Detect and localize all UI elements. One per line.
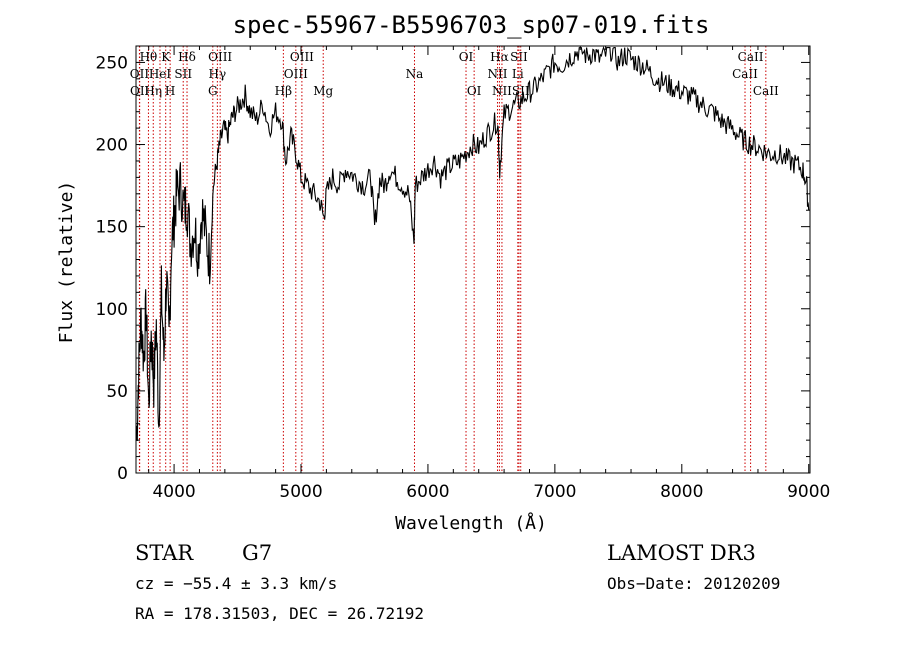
line-mark-label-4: HeI [149,67,172,81]
line-marks: OIIOIIHθHηHeIKSIIHHδGHγOIIIHβOIIIOIIIMgN… [130,46,779,473]
spectrum-line [136,46,810,442]
line-mark-label-12: Hβ [275,84,292,98]
line-mark-label-15: Mg [313,84,333,98]
y-tick-label-1: 50 [106,382,128,402]
x-axis-label: Wavelength (Å) [395,512,547,534]
x-tick-label-2: 6000 [406,482,449,502]
x-tick-label-5: 9000 [787,482,830,502]
axis-ticks: 4000 5000 6000 7000 8000 9000 0 50 100 150 200 250 [96,46,830,502]
line-mark-label-11: OIII [208,50,232,64]
y-tick-label-0: 0 [117,464,128,484]
x-tick-label-3: 7000 [533,482,576,502]
line-mark-label-3: Hη [144,84,162,98]
line-mark-label-17: OI [459,50,474,64]
y-axis-label: Flux (relative) [56,181,77,344]
line-mark-label-14: OIII [290,50,314,64]
chart-title: spec-55967-B5596703_sp07-019.fits [233,11,710,39]
line-mark-label-9: G [208,84,218,98]
x-tick-label-4: 8000 [660,482,703,502]
coordinates: RA = 178.31503, DEC = 26.72192 [135,604,424,623]
line-mark-label-22: SII [510,50,528,64]
y-tick-label-5: 250 [96,53,128,73]
line-mark-label-26: CaII [738,50,764,64]
line-mark-label-21: NII [492,84,512,98]
y-tick-label-2: 100 [96,300,128,320]
line-mark-label-7: H [165,84,175,98]
line-mark-label-2: Hθ [140,50,158,64]
line-mark-label-13: OIII [284,67,308,81]
line-mark-label-8: Hδ [178,50,196,64]
line-mark-label-10: Hγ [209,67,227,81]
redshift-velocity: cz = −55.4 ± 3.3 km/s [135,574,338,593]
line-mark-label-19: NII [488,67,508,81]
observation-date: Obs−Date: 20120209 [607,574,781,593]
line-mark-label-25: CaII [732,67,758,81]
y-tick-label-3: 150 [96,218,128,238]
survey-name: LAMOST DR3 [607,541,756,565]
object-subclass: G7 [242,541,273,565]
object-class: STAR [135,541,194,565]
x-tick-label-1: 5000 [279,482,322,502]
line-mark-label-20: Hα [490,50,509,64]
line-mark-label-18: OI [467,84,482,98]
line-mark-label-23: Li [512,67,524,81]
line-mark-label-6: SII [174,67,192,81]
line-mark-label-16: Na [406,67,424,81]
y-tick-label-4: 200 [96,136,128,156]
x-tick-label-0: 4000 [152,482,195,502]
line-mark-label-1: OII [130,84,150,98]
line-mark-label-5: K [161,50,171,64]
line-mark-label-27: CaII [753,84,779,98]
